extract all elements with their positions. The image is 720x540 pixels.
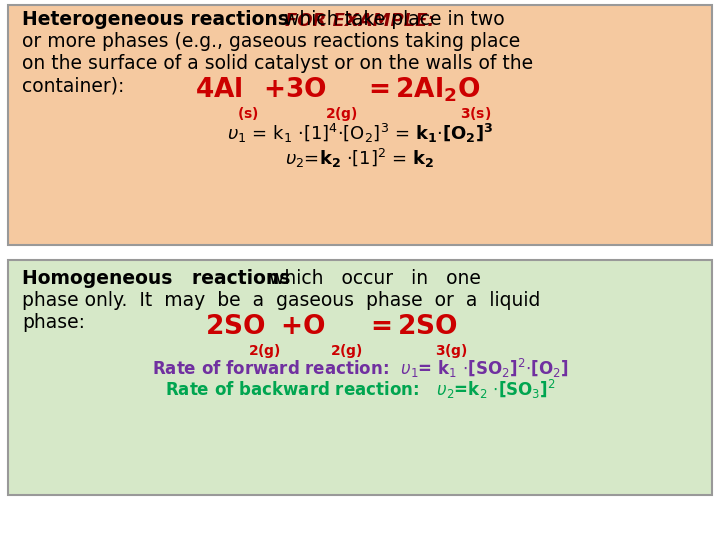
Text: $\mathbf{+ 3O}$: $\mathbf{+ 3O}$: [263, 77, 327, 103]
Text: which take place in two: which take place in two: [278, 10, 505, 29]
Text: phase only.  It  may  be  a  gaseous  phase  or  a  liquid: phase only. It may be a gaseous phase or…: [22, 291, 541, 310]
FancyBboxPatch shape: [8, 5, 712, 245]
Text: $\mathbf{2(g)}$: $\mathbf{2(g)}$: [248, 342, 281, 360]
Text: $\mathbf{3(g)}$: $\mathbf{3(g)}$: [435, 342, 468, 360]
Text: which   occur   in   one: which occur in one: [263, 269, 481, 288]
Text: $\mathbf{2(g)}$: $\mathbf{2(g)}$: [325, 105, 358, 123]
Text: $\mathbf{4Al}$: $\mathbf{4Al}$: [195, 77, 243, 103]
Text: $\mathbf{= 2SO}$: $\mathbf{= 2SO}$: [365, 314, 458, 340]
Text: $\upsilon_2$=$\mathbf{k_2}$ $\cdot$[1]$^2$ = $\mathbf{k_2}$: $\upsilon_2$=$\mathbf{k_2}$ $\cdot$[1]$^…: [285, 147, 435, 170]
Text: $\mathbf{+ O}$: $\mathbf{+ O}$: [280, 314, 325, 340]
Text: or more phases (e.g., gaseous reactions taking place: or more phases (e.g., gaseous reactions …: [22, 32, 521, 51]
Text: $\mathbf{= 2Al_2O}$: $\mathbf{= 2Al_2O}$: [363, 75, 480, 104]
Text: $\mathbf{(s)}$: $\mathbf{(s)}$: [237, 105, 258, 122]
Text: FOR EXAMPLE:: FOR EXAMPLE:: [285, 12, 435, 30]
FancyBboxPatch shape: [8, 260, 712, 495]
Text: Rate of forward reaction:  $\upsilon_1$= k$_1$ $\cdot$[SO$_2$]$^2$$\cdot$[O$_2$]: Rate of forward reaction: $\upsilon_1$= …: [152, 357, 568, 380]
Text: phase:: phase:: [22, 313, 85, 332]
Text: Heterogeneous reactions: Heterogeneous reactions: [22, 10, 289, 29]
Text: $\upsilon_1$ = k$_1$ $\cdot$[1]$^4$$\cdot$[O$_2$]$^3$ = $\mathbf{k_1}$$\cdot$$\m: $\upsilon_1$ = k$_1$ $\cdot$[1]$^4$$\cdo…: [227, 122, 493, 145]
Text: Homogeneous   reactions: Homogeneous reactions: [22, 269, 290, 288]
Text: on the surface of a solid catalyst or on the walls of the: on the surface of a solid catalyst or on…: [22, 54, 533, 73]
Text: $\mathbf{2(g)}$: $\mathbf{2(g)}$: [330, 342, 363, 360]
Text: $\mathbf{3(s)}$: $\mathbf{3(s)}$: [460, 105, 491, 122]
Text: $\mathbf{2SO}$: $\mathbf{2SO}$: [205, 314, 266, 340]
Text: container):: container):: [22, 76, 125, 95]
Text: Rate of backward reaction:   $\upsilon_2$=k$_2$ $\cdot$[SO$_3$]$^2$: Rate of backward reaction: $\upsilon_2$=…: [165, 378, 555, 401]
